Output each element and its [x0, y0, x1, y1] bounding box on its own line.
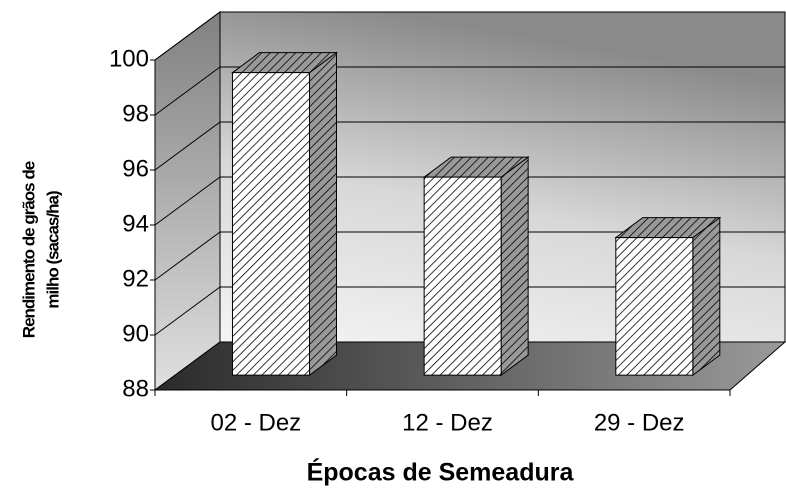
- grid-line: [154, 231, 221, 281]
- bar-side: [500, 156, 529, 377]
- grid-line: [154, 121, 221, 171]
- bar: [615, 237, 694, 376]
- y-axis-title: Rendimento de grãos de milho (sacas/ha): [19, 161, 62, 338]
- grid-line: [154, 66, 221, 116]
- bar: [231, 72, 310, 376]
- y-tick-label: 100: [109, 45, 149, 72]
- bar: [423, 176, 502, 376]
- x-tick-label: 29 - Dez: [594, 409, 685, 436]
- y-tick-label: 94: [122, 210, 149, 237]
- y-tick-label: 88: [122, 375, 149, 402]
- y-tick-label: 92: [122, 265, 149, 292]
- y-axis-title-line: Rendimento de grãos de: [19, 161, 38, 338]
- x-tick-label: 12 - Dez: [402, 409, 493, 436]
- grid-line: [154, 286, 221, 336]
- y-tick-label: 90: [122, 320, 149, 347]
- x-axis-title: Épocas de Semeadura: [307, 458, 575, 487]
- bar-side: [692, 216, 721, 377]
- grid-line: [154, 11, 221, 61]
- y-tick-label: 98: [122, 100, 149, 127]
- y-axis-title-line: milho (sacas/ha): [43, 191, 62, 309]
- y-tick-label: 96: [122, 155, 149, 182]
- bar-side: [308, 51, 337, 377]
- x-tick-label: 02 - Dez: [210, 409, 301, 436]
- grid-line: [154, 176, 221, 226]
